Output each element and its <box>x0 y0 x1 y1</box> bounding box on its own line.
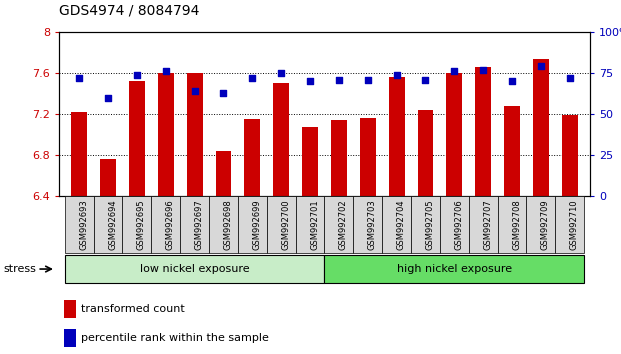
Bar <box>238 196 267 253</box>
Bar <box>446 73 462 196</box>
Point <box>392 72 402 78</box>
Bar <box>100 159 116 196</box>
Bar <box>504 106 520 196</box>
Bar <box>122 196 152 253</box>
Text: GSM992696: GSM992696 <box>166 199 175 250</box>
Text: GSM992709: GSM992709 <box>541 199 550 250</box>
Text: stress: stress <box>3 264 36 274</box>
Text: high nickel exposure: high nickel exposure <box>397 264 512 274</box>
Bar <box>411 196 440 253</box>
Text: GSM992693: GSM992693 <box>79 199 88 250</box>
Bar <box>296 196 324 253</box>
Bar <box>475 67 491 196</box>
Point <box>564 75 574 81</box>
Text: GSM992703: GSM992703 <box>368 199 377 250</box>
Text: transformed count: transformed count <box>81 304 185 314</box>
Bar <box>324 255 584 283</box>
Point <box>247 75 257 81</box>
Bar <box>158 73 174 196</box>
Point <box>161 69 171 74</box>
Bar <box>469 196 497 253</box>
Bar <box>360 118 376 196</box>
Bar <box>267 196 296 253</box>
Text: GSM992708: GSM992708 <box>512 199 521 250</box>
Bar <box>65 329 76 348</box>
Text: GSM992710: GSM992710 <box>569 199 579 250</box>
Text: GSM992697: GSM992697 <box>194 199 204 250</box>
Point <box>363 77 373 82</box>
Text: low nickel exposure: low nickel exposure <box>140 264 250 274</box>
Text: GSM992704: GSM992704 <box>397 199 406 250</box>
Point <box>420 77 430 82</box>
Bar <box>180 196 209 253</box>
Bar <box>65 196 94 253</box>
Text: GDS4974 / 8084794: GDS4974 / 8084794 <box>59 4 199 18</box>
Text: GSM992700: GSM992700 <box>281 199 290 250</box>
Bar <box>389 77 404 196</box>
Point <box>103 95 113 101</box>
Text: GSM992707: GSM992707 <box>483 199 492 250</box>
Bar <box>497 196 527 253</box>
Point <box>536 64 546 69</box>
Bar <box>187 73 202 196</box>
Bar <box>65 255 325 283</box>
Point <box>189 88 199 94</box>
Bar <box>324 196 353 253</box>
Bar <box>562 115 578 196</box>
Bar <box>331 120 347 196</box>
Bar <box>555 196 584 253</box>
Point <box>478 67 488 73</box>
Bar <box>245 119 260 196</box>
Bar <box>417 110 433 196</box>
Point <box>219 90 229 96</box>
Bar <box>533 59 549 196</box>
Text: GSM992701: GSM992701 <box>310 199 319 250</box>
Bar <box>302 126 318 196</box>
Text: GSM992694: GSM992694 <box>108 199 117 250</box>
Point <box>276 70 286 76</box>
Text: GSM992706: GSM992706 <box>455 199 463 250</box>
Bar <box>94 196 122 253</box>
Point <box>132 72 142 78</box>
Point <box>305 79 315 84</box>
Bar <box>440 196 469 253</box>
Bar <box>527 196 555 253</box>
Point <box>450 69 460 74</box>
Bar <box>209 196 238 253</box>
Bar <box>152 196 180 253</box>
Bar <box>382 196 411 253</box>
Text: GSM992702: GSM992702 <box>339 199 348 250</box>
Bar <box>129 81 145 196</box>
Text: GSM992705: GSM992705 <box>425 199 435 250</box>
Text: GSM992699: GSM992699 <box>252 199 261 250</box>
Bar <box>65 299 76 318</box>
Text: GSM992698: GSM992698 <box>224 199 232 250</box>
Point <box>334 77 344 82</box>
Bar <box>273 83 289 196</box>
Bar <box>353 196 382 253</box>
Point <box>507 79 517 84</box>
Text: percentile rank within the sample: percentile rank within the sample <box>81 333 269 343</box>
Point <box>75 75 84 81</box>
Bar <box>71 112 87 196</box>
Bar <box>215 151 232 196</box>
Text: GSM992695: GSM992695 <box>137 199 146 250</box>
